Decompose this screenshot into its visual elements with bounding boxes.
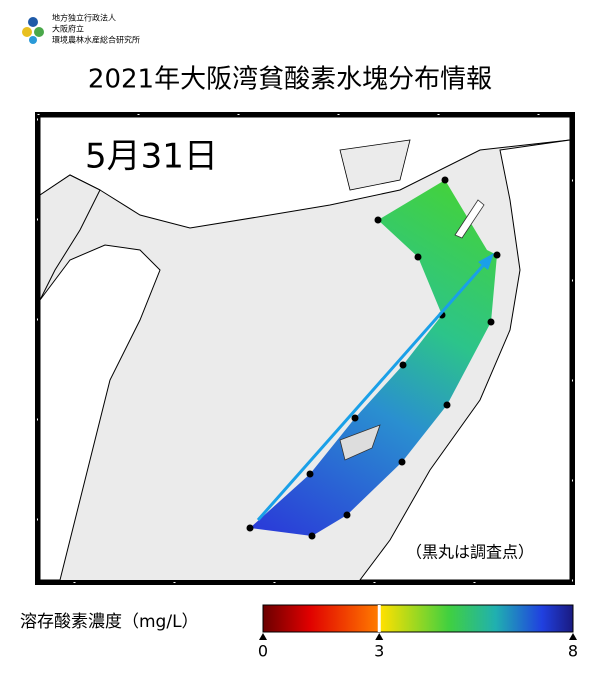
tick-label: 8 [568, 642, 578, 661]
survey-points [246, 176, 501, 540]
colorbar-ticks: 0 3 8 [258, 605, 578, 661]
map [35, 112, 575, 585]
logo [22, 17, 44, 44]
org-line: 地方独立行政法人 [52, 13, 116, 23]
title: 2021年大阪湾貧酸素水塊分布情報 [88, 65, 492, 95]
note: （黒丸は調査点） [406, 543, 534, 562]
tick-marker [375, 633, 384, 640]
org-line: 環境農林水産総合研究所 [52, 35, 140, 45]
colorbar [262, 604, 574, 633]
tick-label: 0 [258, 642, 268, 661]
date: 5月31日 [85, 137, 218, 177]
tick-label: 3 [374, 642, 384, 661]
org-line: 大阪府立 [52, 24, 84, 34]
colorbar-label: 溶存酸素濃度（mg/L） [20, 612, 199, 632]
tick-marker [259, 633, 267, 640]
transect-arrow [256, 259, 490, 521]
do-area [250, 180, 497, 536]
tick-marker [569, 633, 577, 640]
